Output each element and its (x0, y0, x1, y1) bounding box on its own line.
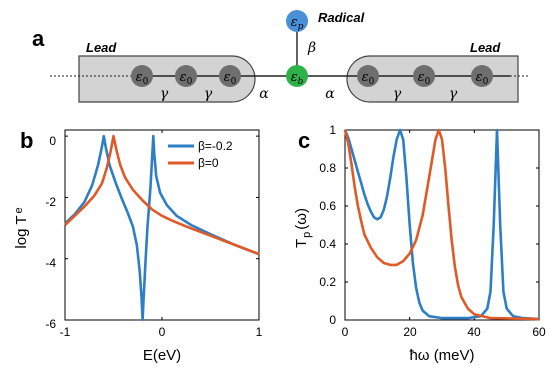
b-series-line-0 (64, 134, 260, 322)
radical-label: Radical (318, 10, 365, 25)
panel-c-frame (344, 129, 540, 321)
lead-left-label: Lead (86, 40, 117, 55)
panel-b-frame (64, 129, 260, 321)
b-ytick-2: -4 (45, 256, 56, 270)
b-xtick-0: -1 (60, 325, 71, 339)
c-series-line-1 (343, 128, 540, 321)
panel-c-series (343, 128, 540, 321)
b-xlabel: E(eV) (143, 347, 181, 364)
coupling-gamma-left-1: γ (160, 86, 169, 102)
svg-text:εp: εp (291, 15, 304, 32)
coupling-beta: β (307, 40, 316, 56)
site-radical: εp (286, 10, 308, 32)
svg-text:ε0: ε0 (136, 70, 149, 87)
panel-label-c: c (298, 128, 310, 153)
lead-right-label: Lead (470, 40, 501, 55)
coupling-gamma-right-2: γ (449, 86, 458, 102)
c-xtick-0: 0 (342, 325, 349, 339)
site-right-2: ε0 (413, 65, 435, 87)
panel-b-chart: b -1 0 1 0 -2 -4 -6 E(eV) log Te β=-0.2 … (13, 128, 263, 364)
c-ytick-4: 0.8 (319, 161, 336, 175)
b-ylabel: log Te (13, 207, 30, 248)
panel-a-schematic: a Lead Lead Radical ε0 ε0 ε0 εb (32, 10, 530, 103)
svg-text:εb: εb (291, 70, 304, 87)
c-xtick-3: 60 (532, 325, 546, 339)
c-ytick-1: 0.2 (319, 275, 336, 289)
site-right-3: ε0 (471, 65, 493, 87)
legend-label-beta-neg: β=-0.2 (198, 139, 233, 153)
panel-label-a: a (32, 26, 45, 51)
c-ylabel: Tp(ω) (293, 208, 313, 248)
coupling-alpha-right: α (325, 86, 335, 102)
panel-c-chart: c 0 20 40 60 0 0.2 0.4 0.6 0.8 1 ħω (meV… (293, 123, 546, 364)
coupling-alpha-left: α (259, 86, 269, 102)
svg-text:ε0: ε0 (362, 70, 375, 87)
site-left-1: ε0 (131, 65, 153, 87)
c-series-line-0 (343, 128, 540, 321)
coupling-gamma-right-1: γ (393, 86, 402, 102)
svg-text:ε0: ε0 (476, 70, 489, 87)
c-xtick-1: 20 (403, 325, 417, 339)
c-ytick-5: 1 (329, 123, 336, 137)
c-ytick-2: 0.4 (319, 237, 336, 251)
c-xtick-2: 40 (467, 325, 481, 339)
c-xlabel: ħω (meV) (409, 347, 474, 364)
panel-b-ticks (64, 130, 260, 321)
b-ytick-3: -6 (45, 317, 56, 331)
left-lead-shape (78, 55, 256, 103)
coupling-gamma-left-2: γ (204, 86, 213, 102)
svg-text:ε0: ε0 (180, 70, 193, 87)
site-left-3: ε0 (219, 65, 241, 87)
panel-b-series (64, 134, 260, 322)
panel-c-ticks (344, 129, 540, 321)
b-ytick-0: 0 (49, 134, 56, 148)
c-ytick-3: 0.6 (319, 199, 336, 213)
site-right-1: ε0 (357, 65, 379, 87)
panel-label-b: b (20, 128, 33, 153)
b-legend: β=-0.2 β=0 (168, 139, 233, 170)
site-left-2: ε0 (175, 65, 197, 87)
svg-text:ε0: ε0 (418, 70, 431, 87)
site-bridge: εb (286, 65, 308, 87)
legend-label-beta-zero: β=0 (198, 156, 219, 170)
b-ytick-1: -2 (45, 195, 56, 209)
b-xtick-1: 0 (159, 325, 166, 339)
b-series-line-1 (64, 134, 260, 256)
svg-text:ε0: ε0 (224, 70, 237, 87)
c-ytick-0: 0 (329, 313, 336, 327)
b-xtick-2: 1 (256, 325, 263, 339)
